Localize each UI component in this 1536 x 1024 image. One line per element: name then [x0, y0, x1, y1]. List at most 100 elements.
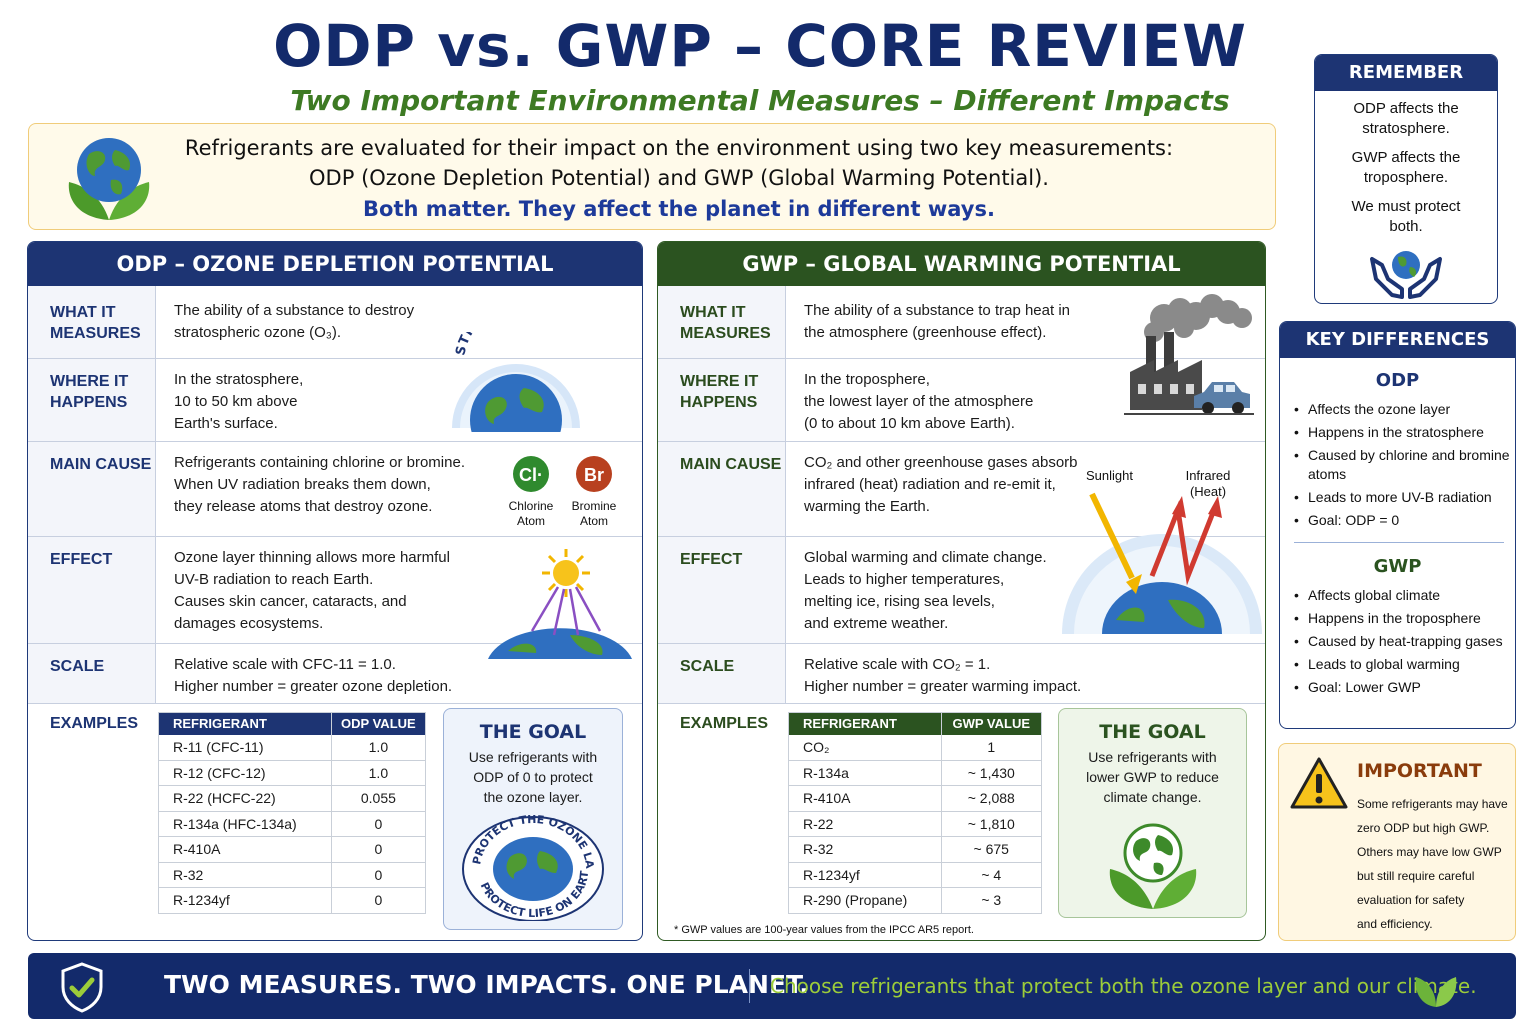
important-box: IMPORTANT Some refrigerants may have zero… [1278, 743, 1516, 941]
uv-sun-globe-icon [488, 549, 632, 659]
gwp-label-scale: SCALE [680, 658, 735, 675]
banner-slogan: TWO MEASURES. TWO IMPACTS. ONE PLANET. [164, 970, 809, 999]
bromine-label-2: Atom [580, 514, 608, 528]
odp-text-effect: Ozone layer thinning allows more harmful… [174, 549, 450, 632]
bottom-banner: TWO MEASURES. TWO IMPACTS. ONE PLANET. C… [28, 953, 1516, 1019]
odp-label-measures: WHAT IT MEASURES [50, 304, 141, 342]
odp-row-effect: EFFECT Ozone layer thinning allows more … [28, 537, 642, 644]
remember-p3: We must protect both. [1351, 198, 1461, 235]
kd-gwp-list: Affects global climate Happens in the tr… [1294, 586, 1514, 701]
gwp-heading: GWP – GLOBAL WARMING POTENTIAL [658, 242, 1265, 286]
gwp-row-where: WHERE IT HAPPENS In the troposphere, the … [658, 359, 1265, 442]
page-subtitle: Two Important Environmental Measures – D… [290, 84, 1230, 117]
table-row: R-290 (Propane) ~ 3 [788, 887, 1042, 914]
infrared-label-1: Infrared [1186, 468, 1231, 483]
list-item: Affects global climate [1294, 586, 1514, 605]
gwp-text-measures: The ability of a substance to trap heat … [804, 302, 1070, 341]
list-item: Caused by chlorine and bromine atoms [1294, 446, 1514, 484]
warning-icon [1290, 757, 1348, 809]
gwp-text-cause: CO₂ and other greenhouse gases absorb inf… [804, 454, 1078, 515]
stratosphere-globe-icon: STRATOSPHERE [452, 332, 580, 432]
gwp-text-where: In the troposphere, the lowest layer of t… [804, 371, 1034, 432]
gwp-goal-text: Use refrigerants with lower GWP to reduce… [1086, 749, 1219, 805]
gwp-label-where: WHERE IT HAPPENS [680, 373, 759, 411]
banner-divider [749, 969, 750, 1003]
kd-divider [1294, 542, 1504, 543]
important-text: Some refrigerants may have zero ODP but h… [1357, 797, 1508, 931]
atoms-icon: Cl· Br Chlorine Atom Bromine Atom [509, 456, 617, 528]
odp-label-effect: EFFECT [50, 551, 113, 568]
chlorine-symbol: Cl· [519, 465, 543, 485]
list-item: Affects the ozone layer [1294, 400, 1514, 419]
odp-row-where: WHERE IT HAPPENS In the stratosphere, 10 … [28, 359, 642, 442]
table-row: R-32 0 [158, 862, 426, 888]
odp-text-measures: The ability of a substance to destroy str… [174, 302, 415, 341]
gwp-row-scale: SCALE Relative scale with CO₂ = 1. Higher… [658, 644, 1265, 704]
banner-message: Choose refrigerants that protect both th… [770, 974, 1477, 998]
hands-globe-icon [1370, 251, 1442, 299]
list-item: Leads to global warming [1294, 655, 1514, 674]
list-item: Goal: Lower GWP [1294, 678, 1514, 697]
key-differences-title: KEY DIFFERENCES [1280, 322, 1515, 358]
odp-row-scale: SCALE Relative scale with CFC-11 = 1.0. H… [28, 644, 642, 704]
gwp-label-cause: MAIN CAUSE [680, 456, 782, 473]
list-item: Goal: ODP = 0 [1294, 511, 1514, 530]
gwp-row-cause: MAIN CAUSE CO₂ and other greenhouse gase… [658, 442, 1265, 537]
protect-ozone-badge-icon: PROTECT THE OZONE LAYER PROTECT LIFE ON … [453, 801, 604, 922]
remember-p2: GWP affects the troposphere. [1351, 149, 1461, 186]
odp-label-examples: EXAMPLES [50, 715, 139, 732]
sunlight-label: Sunlight [1086, 468, 1133, 483]
odp-row-measures: WHAT IT MEASURES The ability of a substa… [28, 286, 642, 359]
table-row: R-1234yf ~ 4 [788, 862, 1042, 888]
gwp-label-measures: WHAT IT MEASURES [680, 304, 771, 342]
chlorine-label-2: Atom [517, 514, 545, 528]
chlorine-label-1: Chlorine [509, 499, 554, 513]
remember-box: REMEMBER ODP affects the stratosphere. GW… [1314, 54, 1498, 304]
gwp-examples-table: REFRIGERANT GWP VALUE CO₂ 1 R-134a ~ 1,430 … [788, 712, 1042, 914]
table-row: R-22 (HCFC-22) 0.055 [158, 785, 426, 812]
bromine-symbol: Br [584, 465, 604, 485]
table-row: R-410A 0 [158, 836, 426, 863]
remember-title: REMEMBER [1315, 55, 1497, 91]
odp-heading: ODP – OZONE DEPLETION POTENTIAL [28, 242, 642, 286]
odp-examples-table: REFRIGERANT ODP VALUE R-11 (CFC-11) 1.0 R-… [158, 712, 426, 914]
kd-gwp-heading: GWP [1373, 556, 1422, 577]
intro-box: Refrigerants are evaluated for their imp… [28, 123, 1276, 230]
odp-text-cause: Refrigerants containing chlorine or brom… [174, 454, 465, 515]
odp-panel: ODP – OZONE DEPLETION POTENTIAL WHAT IT … [27, 241, 643, 941]
greenhouse-effect-icon: Sunlight Infrared (Heat) [1062, 468, 1262, 634]
important-title: IMPORTANT [1357, 760, 1482, 782]
table-row: R-32 ~ 675 [788, 836, 1042, 863]
table-row: R-22 ~ 1,810 [788, 811, 1042, 837]
green-globe-leaves-icon [1109, 823, 1196, 909]
table-row: CO₂ 1 [788, 734, 1042, 761]
factory-car-icon [1124, 294, 1254, 415]
kd-odp-heading: ODP [1375, 370, 1420, 391]
odp-goal-box: THE GOAL Use refrigerants with ODP of 0 t… [443, 708, 623, 930]
gwp-row-measures: WHAT IT MEASURES The ability of a substa… [658, 286, 1265, 359]
gwp-panel: GWP – GLOBAL WARMING POTENTIAL WHAT IT M… [657, 241, 1266, 941]
list-item: Happens in the troposphere [1294, 609, 1514, 628]
remember-p1: ODP affects the stratosphere. [1353, 100, 1459, 137]
key-differences-box: KEY DIFFERENCES ODP Affects the ozone la… [1279, 321, 1516, 729]
list-item: Caused by heat-trapping gases [1294, 632, 1514, 651]
odp-goal-text: Use refrigerants with ODP of 0 to protect… [468, 749, 598, 805]
odp-label-cause: MAIN CAUSE [50, 456, 152, 473]
intro-line-1: Refrigerants are evaluated for their imp… [184, 136, 1174, 160]
stratosphere-label: STRATOSPHERE [453, 332, 567, 357]
odp-text-where: In the stratosphere, 10 to 50 km above Ear… [174, 371, 304, 432]
gwp-goal-title: THE GOAL [1099, 721, 1206, 743]
globe-leaves-icon [68, 138, 150, 220]
svg-text:STRATOSPHERE: STRATOSPHERE [453, 332, 568, 357]
odp-row-cause: MAIN CAUSE Refrigerants containing chlor… [28, 442, 642, 537]
gwp-text-scale: Relative scale with CO₂ = 1. Higher numbe… [804, 656, 1082, 695]
table-row: R-11 (CFC-11) 1.0 [158, 734, 426, 761]
bromine-label-1: Bromine [572, 499, 617, 513]
gwp-goal-box: THE GOAL Use refrigerants with lower GWP … [1058, 708, 1247, 918]
leaves-icon [1415, 977, 1457, 1007]
odp-label-where: WHERE IT HAPPENS [50, 373, 129, 411]
table-row: R-12 (CFC-12) 1.0 [158, 760, 426, 786]
gwp-text-effect: Global warming and climate change. Leads … [804, 549, 1047, 632]
table-row: R-410A ~ 2,088 [788, 785, 1042, 812]
kd-odp-list: Affects the ozone layer Happens in the s… [1294, 400, 1514, 534]
